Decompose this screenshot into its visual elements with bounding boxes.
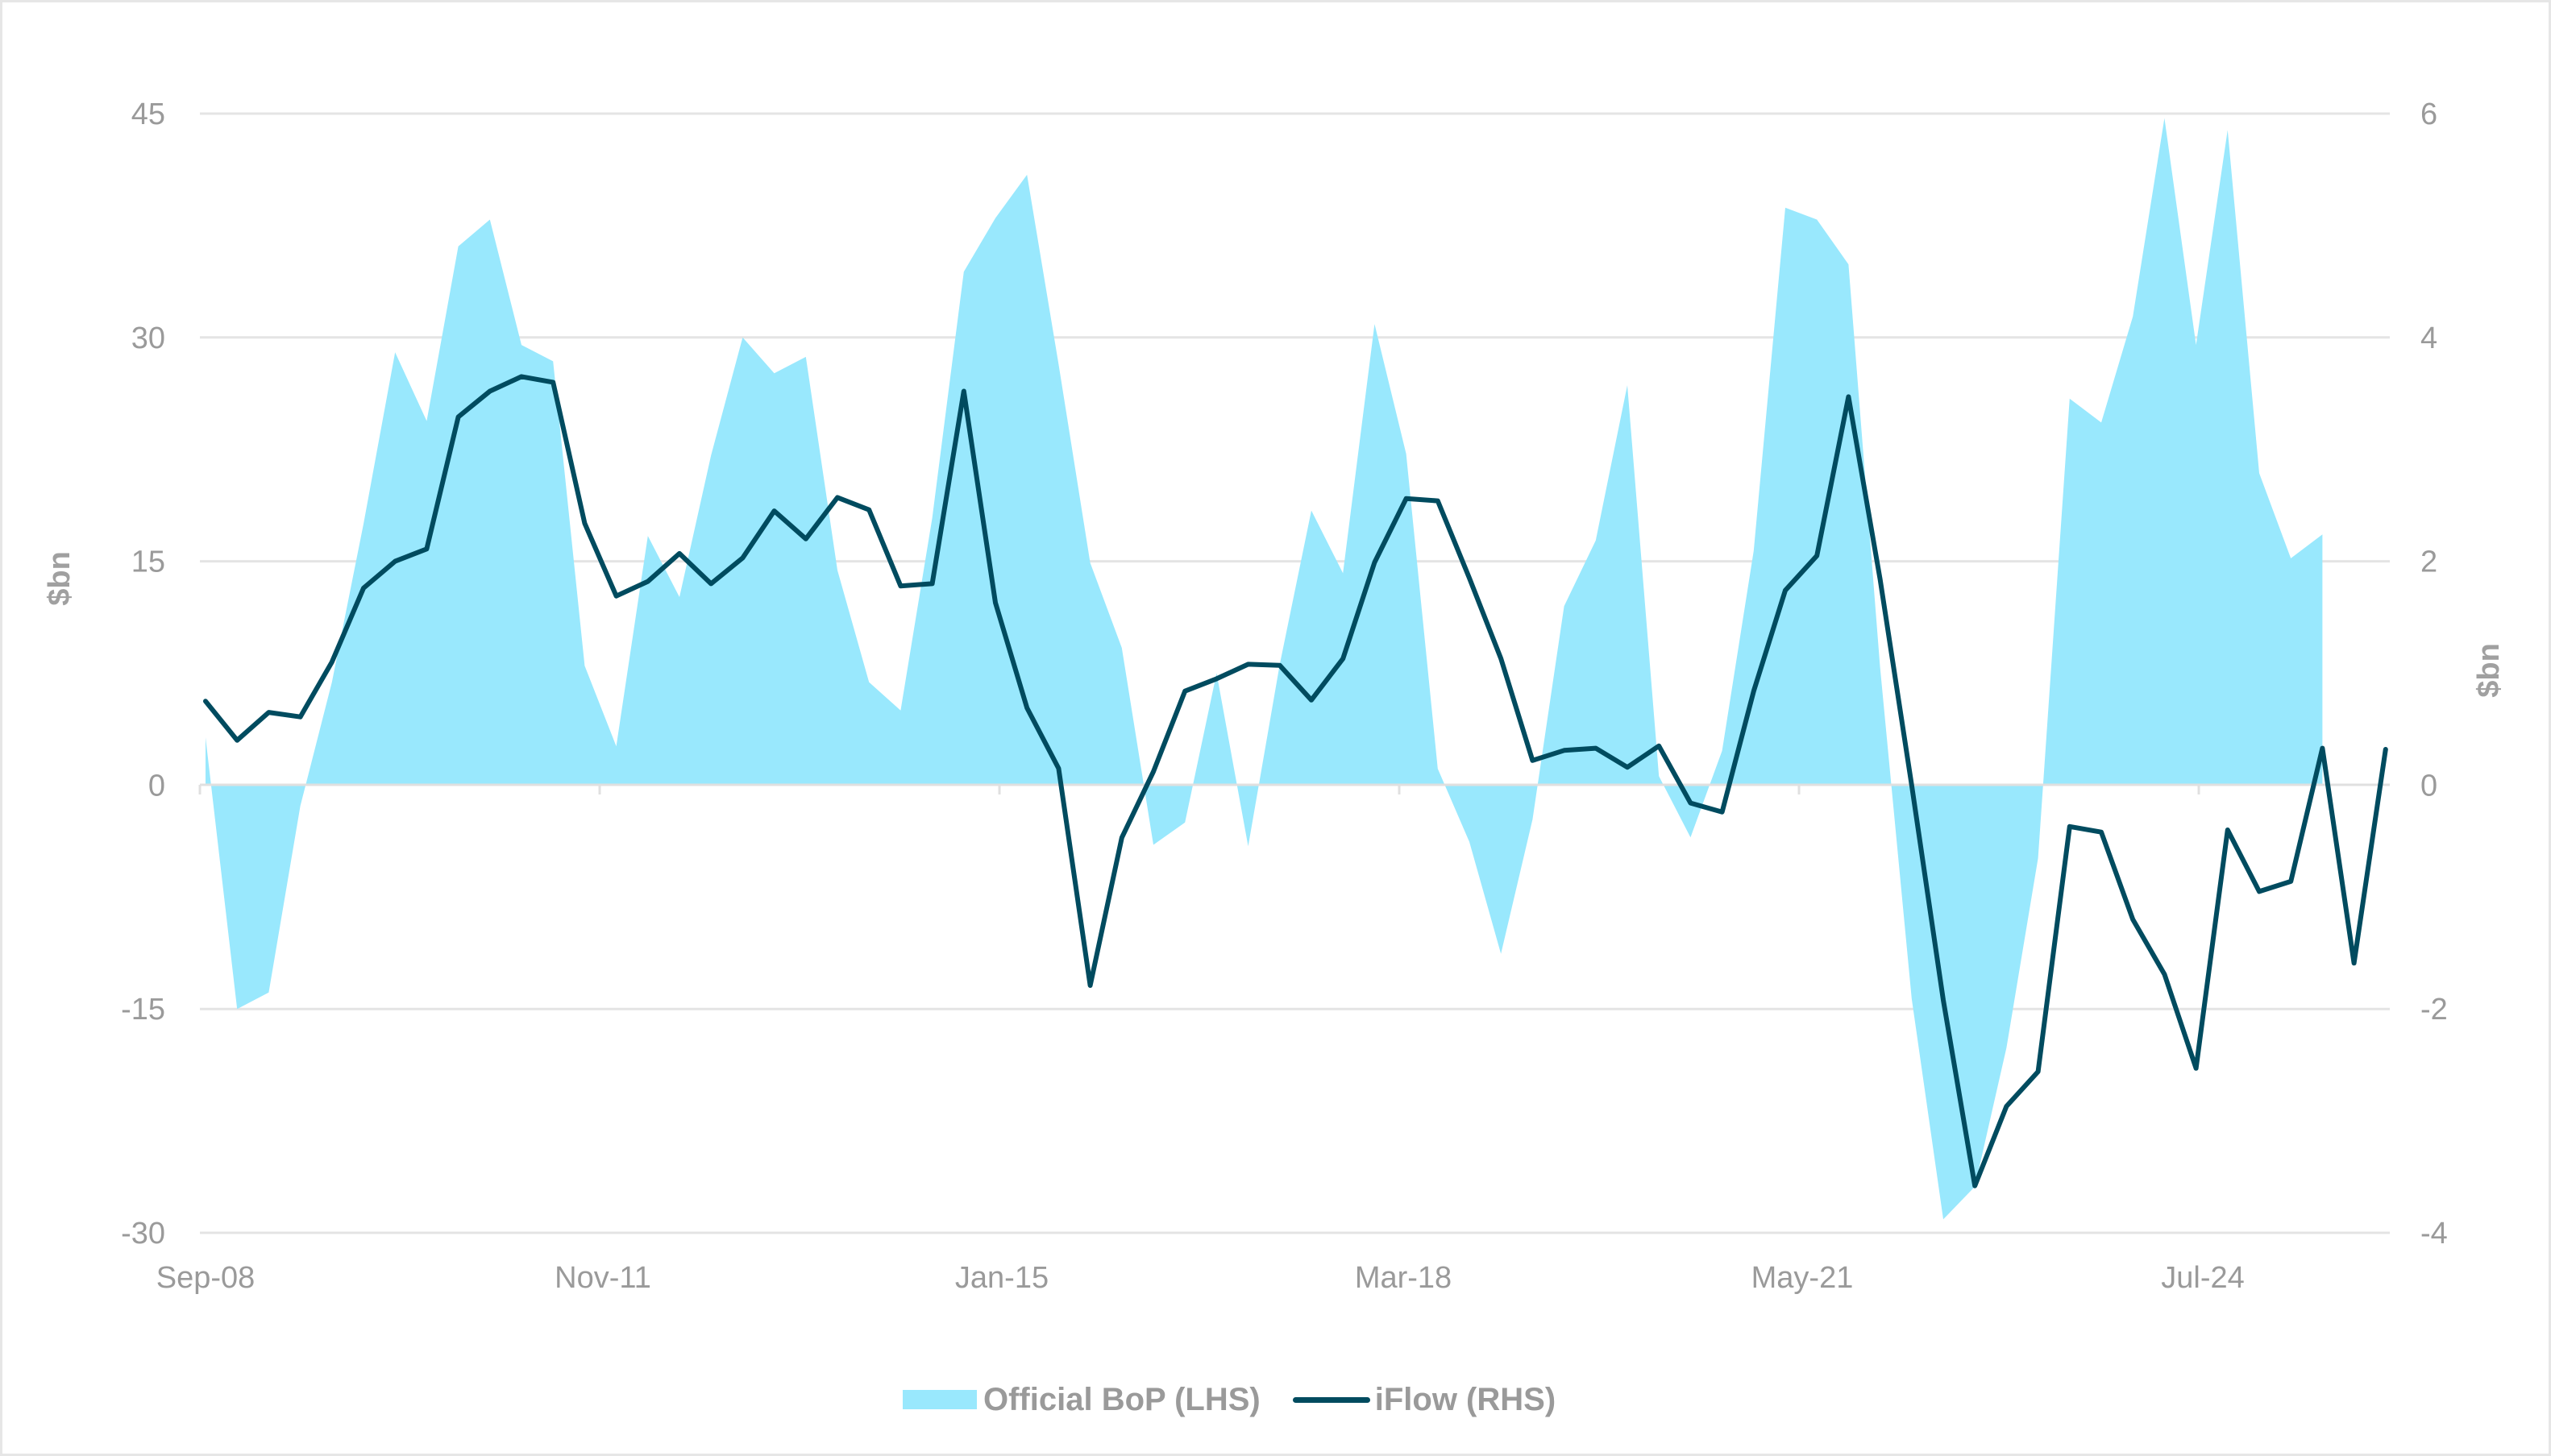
official-bop-area (206, 118, 2323, 1220)
x-tick-label: Nov-11 (555, 1261, 651, 1295)
y-tick-label-left: 0 (148, 769, 165, 803)
x-tick-label: Jul-24 (2161, 1261, 2245, 1295)
right-axis-title: $bn (2472, 643, 2506, 698)
x-axis-ticks (198, 785, 2200, 794)
y-tick-label-left: 15 (131, 545, 165, 579)
legend: Official BoP (LHS) iFlow (RHS) (903, 1375, 1588, 1424)
y-tick-label-right: 4 (2420, 321, 2437, 355)
x-tick-label: Jan-15 (955, 1261, 1049, 1295)
y-tick-label-right: -2 (2420, 993, 2448, 1027)
x-tick-label: Sep-08 (156, 1261, 256, 1295)
left-y-axis-labels: 45 30 15 0 -15 -30 (121, 97, 165, 1251)
y-tick-label-left: 45 (131, 97, 165, 131)
line-swatch-icon (1292, 1396, 1370, 1403)
left-axis-title: $bn (43, 551, 77, 606)
y-tick-label-left: -30 (121, 1217, 165, 1251)
y-tick-label-right: -4 (2420, 1217, 2448, 1251)
x-axis-labels: Sep-08 Nov-11 Jan-15 Mar-18 May-21 Jul-24 (156, 1261, 2245, 1295)
x-tick-label: Mar-18 (1355, 1261, 1452, 1295)
legend-item-official-bop[interactable]: Official BoP (LHS) (903, 1382, 1261, 1418)
y-tick-label-left: -15 (121, 993, 165, 1027)
y-tick-label-right: 6 (2420, 97, 2437, 131)
x-tick-label: May-21 (1751, 1261, 1854, 1295)
iflow-line (203, 374, 2388, 1188)
y-tick-label-left: 30 (131, 321, 165, 355)
y-tick-label-right: 2 (2420, 545, 2437, 579)
area-swatch-icon (903, 1390, 977, 1409)
legend-label: iFlow (RHS) (1374, 1381, 1556, 1417)
legend-label: Official BoP (LHS) (983, 1381, 1261, 1417)
right-y-axis-labels: 6 4 2 0 -2 -4 (2420, 97, 2448, 1251)
legend-item-iflow[interactable]: iFlow (RHS) (1292, 1381, 1556, 1418)
y-tick-label-right: 0 (2420, 769, 2437, 803)
